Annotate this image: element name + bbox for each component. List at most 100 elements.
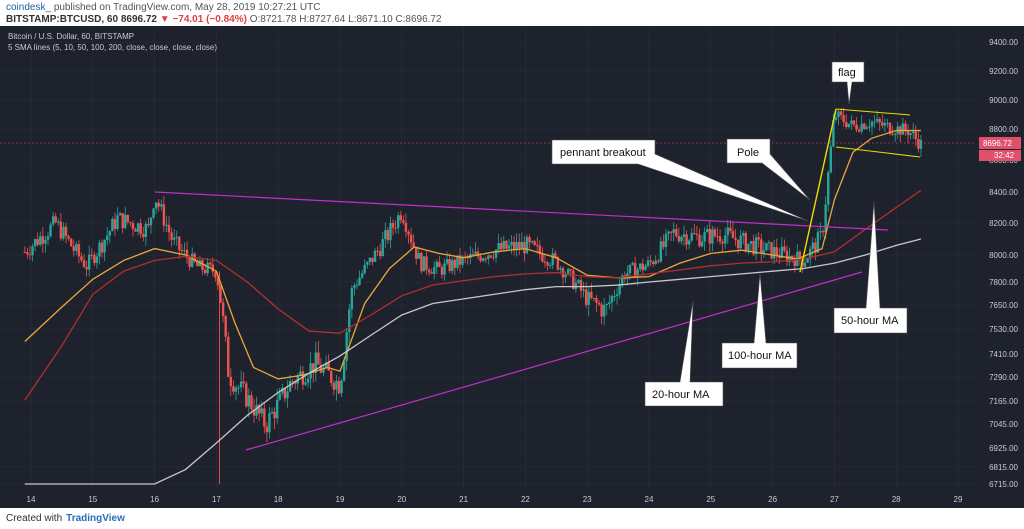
candle-body: [724, 235, 727, 244]
y-tick-label: 7410.00: [989, 350, 1018, 359]
candle-body: [633, 263, 637, 278]
candle-body: [680, 236, 683, 242]
x-tick-label: 26: [768, 495, 777, 504]
candle-body: [494, 249, 498, 258]
candle-body: [270, 411, 274, 414]
candle-body: [654, 260, 657, 265]
chart-header: coindesk_ published on TradingView.com, …: [0, 0, 1024, 26]
candle-body: [157, 202, 160, 207]
candle-body: [384, 230, 387, 240]
candle-body: [85, 266, 88, 270]
candle-body: [577, 280, 580, 283]
candle-body: [700, 241, 704, 247]
candle-body: [299, 371, 302, 376]
candle-body: [690, 233, 693, 241]
created-with: Created with TradingView: [6, 513, 125, 524]
candle-body: [579, 280, 583, 291]
candle-body: [744, 233, 748, 252]
x-tick-label: 15: [88, 495, 97, 504]
candle-body: [67, 235, 70, 239]
candle-body: [188, 258, 191, 267]
x-tick-label: 27: [830, 495, 839, 504]
candle-body: [456, 255, 459, 268]
candle-body: [914, 131, 917, 139]
candle-body: [147, 223, 150, 226]
candle-body: [131, 223, 135, 229]
candle-body: [669, 231, 673, 233]
candle-body: [556, 256, 560, 270]
candle-body: [214, 271, 217, 278]
candle-body: [185, 249, 189, 259]
candle-body: [154, 202, 158, 209]
candle-body: [317, 352, 320, 365]
candle-body: [819, 231, 822, 233]
y-tick-label: 7650.00: [989, 301, 1018, 310]
chart-background: [0, 26, 1024, 508]
candle-body: [736, 239, 740, 249]
candle-body: [811, 242, 814, 249]
candle-body: [399, 215, 402, 221]
candle-body: [23, 251, 27, 253]
candle-body: [162, 204, 166, 226]
candle-body: [111, 218, 114, 232]
candle-body: [417, 252, 420, 259]
candle-body: [167, 224, 171, 233]
candle-body: [136, 223, 140, 232]
candle-body: [865, 127, 869, 129]
candle-body: [75, 244, 78, 251]
candle-body: [376, 250, 379, 252]
candle-body: [113, 218, 117, 229]
candle-body: [726, 227, 729, 236]
candle-body: [873, 121, 876, 123]
candle-body: [911, 131, 915, 134]
candle-body: [605, 304, 608, 306]
candle-body: [515, 241, 518, 250]
candle-body: [180, 250, 184, 252]
candle-body: [461, 256, 464, 265]
candle-body: [324, 362, 328, 368]
last-price-label: 8696.72: [983, 139, 1012, 148]
candle-body: [234, 387, 238, 392]
publish-info: published on TradingView.com, May 28, 20…: [53, 2, 321, 13]
callout-flag-text: flag: [838, 67, 856, 79]
candle-body: [126, 214, 130, 223]
candle-body: [245, 383, 248, 407]
candle-body: [672, 229, 675, 233]
x-tick-label: 24: [645, 495, 654, 504]
candle-body: [762, 250, 766, 253]
price-chart[interactable]: 6715.00 6815.00 6925.00 7045.00 7165.00 7290.…: [0, 26, 1024, 508]
candle-body: [510, 242, 513, 246]
candle-body: [293, 382, 297, 384]
tradingview-logo[interactable]: TradingView: [66, 513, 125, 524]
candle-body: [649, 260, 652, 262]
candle-body: [803, 262, 807, 267]
candle-body: [268, 413, 271, 433]
y-axis-panel: [976, 26, 1024, 508]
x-tick-label: 29: [954, 495, 963, 504]
candle-body: [564, 274, 567, 278]
brand-name[interactable]: coindesk_: [6, 2, 52, 13]
candle-body: [389, 222, 392, 241]
candle-body: [149, 217, 153, 226]
candle-body: [386, 230, 390, 241]
callout-20ma-text: 20-hour MA: [652, 389, 710, 401]
candle-body: [760, 239, 763, 253]
candle-body: [306, 378, 310, 383]
candle-body: [821, 231, 825, 233]
candle-body: [590, 291, 593, 298]
candle-body: [129, 222, 132, 224]
candle-body: [72, 246, 75, 251]
y-tick-label: 6815.00: [989, 463, 1018, 472]
candle-body: [206, 262, 209, 274]
candle-body: [190, 253, 194, 267]
flag-lower-line: [835, 146, 921, 158]
candle-body: [49, 224, 52, 237]
candle-body: [425, 256, 428, 270]
candle-body: [682, 234, 686, 237]
candle-body: [767, 242, 771, 244]
candle-body: [440, 266, 444, 275]
candle-body: [288, 381, 292, 392]
candle-body: [870, 121, 874, 127]
candle-body: [863, 123, 866, 129]
candle-body: [348, 309, 351, 332]
